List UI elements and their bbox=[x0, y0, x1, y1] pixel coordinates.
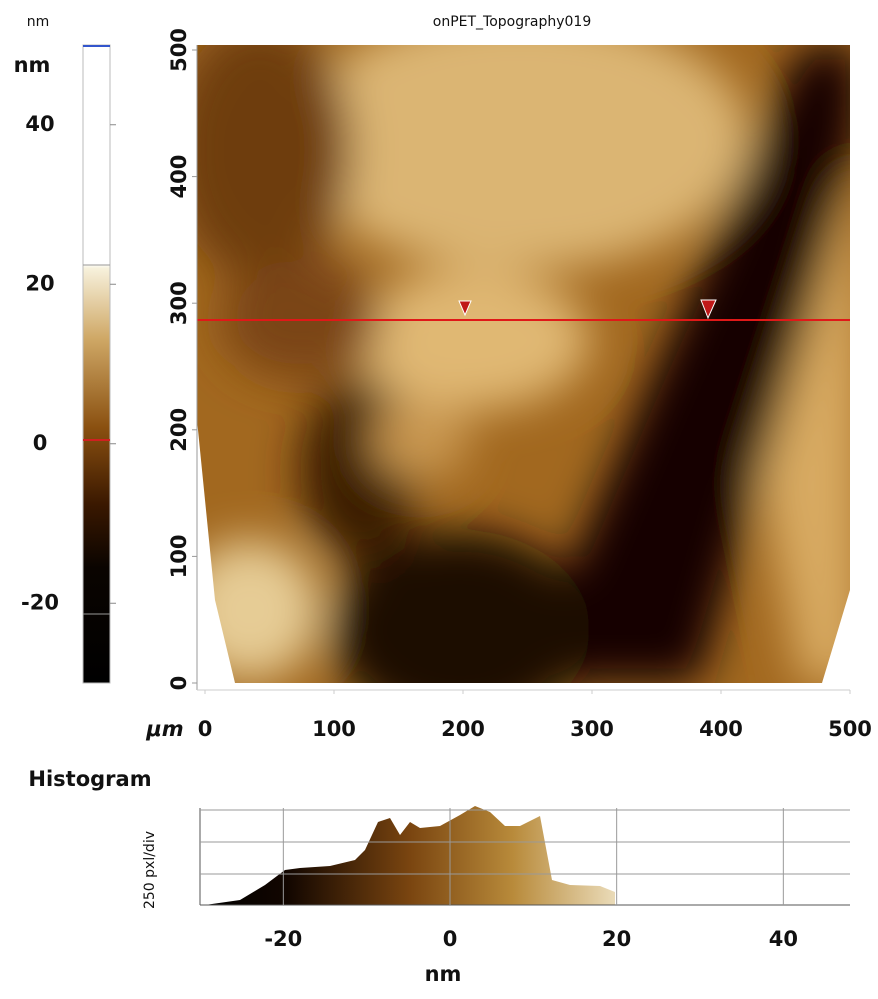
y-tick-label: 500 bbox=[167, 28, 191, 72]
x-tick-label: 0 bbox=[198, 717, 213, 741]
x-tick-label: 500 bbox=[828, 717, 872, 741]
topography-image bbox=[197, 45, 850, 683]
colorbar-tick-label: 0 bbox=[33, 431, 48, 455]
colorbar-tick-label: 20 bbox=[25, 271, 54, 295]
colorbar-tick-label: -20 bbox=[21, 590, 59, 614]
y-tick-label: 300 bbox=[167, 281, 191, 325]
histogram-tick-label: 40 bbox=[769, 927, 798, 951]
y-tick-label: 100 bbox=[167, 534, 191, 578]
colorbar-unit: nm bbox=[27, 14, 50, 30]
x-tick-label: 400 bbox=[699, 717, 743, 741]
histogram-x-label: nm bbox=[425, 962, 462, 986]
y-tick-label: 0 bbox=[167, 676, 191, 691]
image-title: onPET_Topography019 bbox=[433, 14, 591, 30]
colorbar-tick-label: 40 bbox=[25, 112, 54, 136]
x-unit: μm bbox=[145, 717, 183, 741]
y-tick-label: 200 bbox=[167, 408, 191, 452]
x-tick-label: 200 bbox=[441, 717, 485, 741]
histogram-tick-label: 0 bbox=[443, 927, 458, 951]
colorbar-unit-label: nm bbox=[14, 53, 51, 77]
colorbar bbox=[82, 44, 111, 684]
histogram-frame bbox=[199, 806, 850, 906]
histogram-y-label: 250 pxl/div bbox=[142, 831, 158, 909]
histogram-tick-label: 20 bbox=[602, 927, 631, 951]
histogram-tick-label: -20 bbox=[264, 927, 302, 951]
histogram-title: Histogram bbox=[28, 767, 151, 791]
y-tick-label: 400 bbox=[167, 155, 191, 199]
x-tick-label: 300 bbox=[570, 717, 614, 741]
x-tick-label: 100 bbox=[312, 717, 356, 741]
